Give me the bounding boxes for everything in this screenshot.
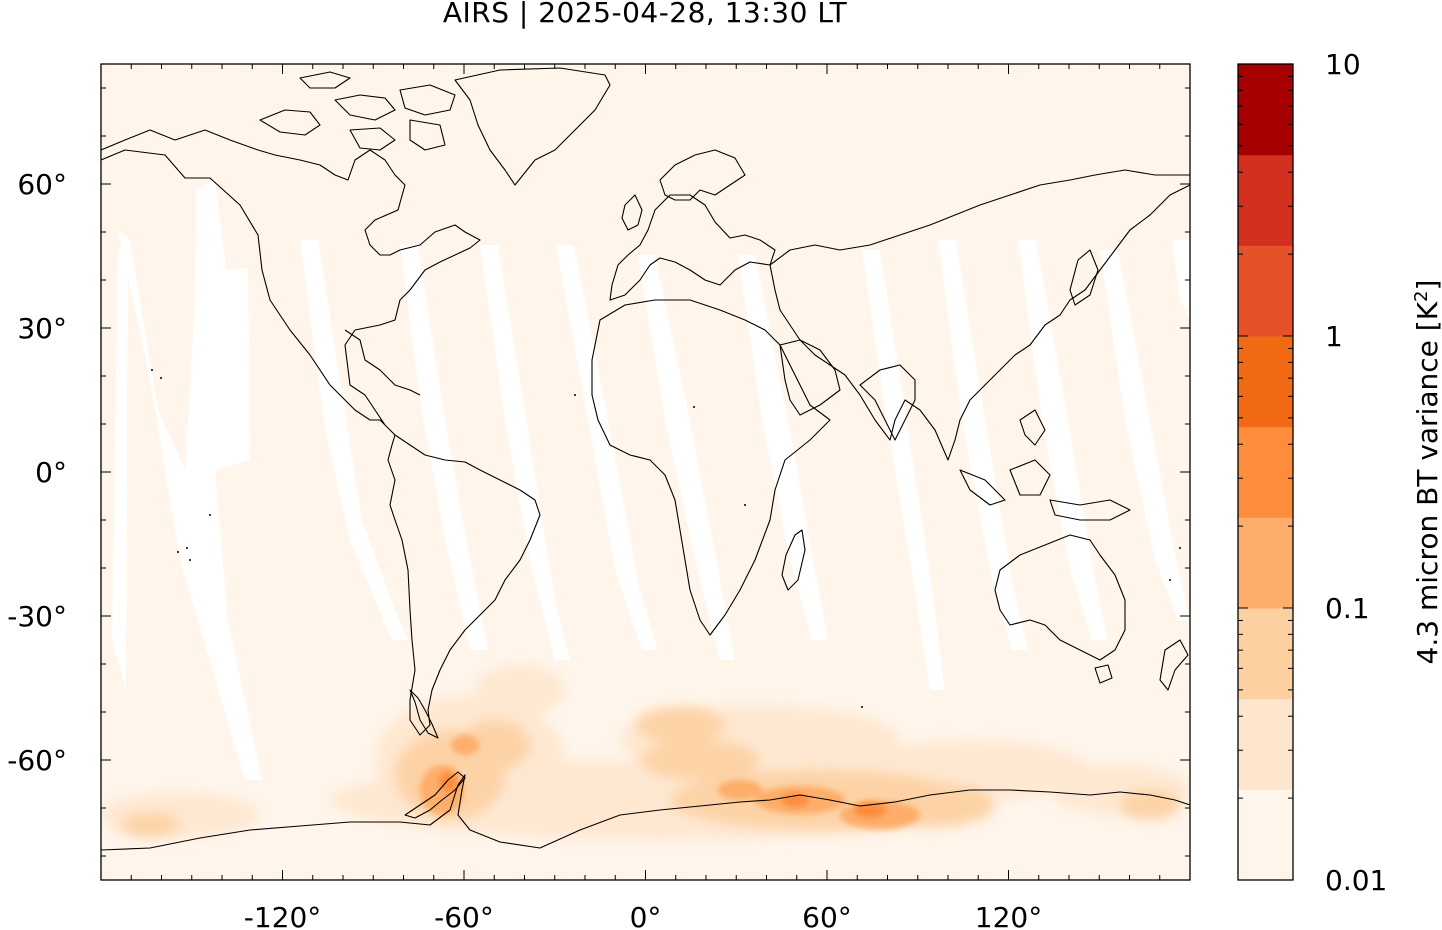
- variance-field: [101, 665, 1190, 840]
- colorbar-tick-labels: 10 1 0.1 0.01: [1325, 48, 1387, 897]
- coastline-madagascar: [781, 529, 806, 591]
- colorbar-label-sup: 2: [1411, 290, 1432, 301]
- orbit-gap: [118, 180, 262, 780]
- orbit-gap: [1172, 240, 1190, 320]
- orbit-gap: [112, 248, 128, 690]
- small-islands: [151, 369, 1181, 708]
- coastline-north-america: [101, 129, 481, 436]
- colorbar-segment: [1238, 426, 1293, 518]
- colorbar-tick-label: 0.1: [1325, 592, 1370, 625]
- colorbar-frame: [1237, 63, 1294, 881]
- colorbar-tick-label: 0.01: [1325, 864, 1387, 897]
- coastline-antarctica: [101, 774, 1190, 851]
- coastline-arabia: [779, 339, 841, 416]
- orbit-gap: [638, 255, 735, 660]
- colorbar-segment: [1238, 608, 1293, 700]
- coastline-australia: [994, 534, 1126, 661]
- coastline-south-georgia-islands: [409, 689, 439, 739]
- colorbar-segment: [1238, 698, 1293, 790]
- orbit-gap: [1100, 250, 1190, 620]
- orbit-gap: [938, 240, 1028, 650]
- coastline-new-zealand: [1159, 639, 1189, 691]
- orbit-gap: [862, 250, 945, 690]
- coastline-tasmania: [1094, 664, 1113, 684]
- coastline-scandinavia: [659, 149, 746, 201]
- colorbar-segment: [1238, 517, 1293, 609]
- orbit-gap: [400, 245, 488, 650]
- y-tick-label: 0°: [35, 456, 67, 489]
- coastline-gulf: [344, 329, 421, 396]
- map-panel: [101, 64, 1190, 880]
- colorbar-segment: [1238, 336, 1293, 428]
- x-tick-label: 120°: [975, 901, 1042, 930]
- y-tick-label: -60°: [7, 744, 67, 777]
- y-tick-label: 60°: [17, 168, 67, 201]
- coastline-africa: [591, 299, 831, 636]
- axis-ticks: [101, 64, 1190, 880]
- colorbar-label: 4.3 micron BT variance [K2]: [1411, 280, 1442, 665]
- orbit-gap: [300, 240, 408, 640]
- colorbar-segment: [1238, 245, 1293, 337]
- orbit-gaps: [112, 180, 1190, 780]
- colorbar-segment: [1238, 789, 1293, 881]
- coastline-india: [859, 364, 916, 441]
- coastline-europe: [609, 194, 776, 301]
- x-tick-label: 0°: [630, 901, 662, 930]
- y-tick-label: -30°: [7, 600, 67, 633]
- coastline-greenland: [454, 67, 611, 186]
- colorbar-segment: [1238, 154, 1293, 246]
- x-tick-label: 60°: [802, 901, 852, 930]
- coastline-asia: [769, 169, 1190, 461]
- x-tick-label: -120°: [244, 901, 322, 930]
- orbit-gap: [738, 255, 828, 640]
- coastline-japan: [1069, 249, 1099, 306]
- colorbar-label-text: 4.3 micron BT variance [K: [1411, 301, 1442, 664]
- map-title: AIRS | 2025-04-28, 13:30 LT: [442, 0, 848, 29]
- coastline-indonesia: [959, 409, 1131, 521]
- y-tick-label: 30°: [17, 312, 67, 345]
- orbit-gap: [1018, 240, 1108, 640]
- x-tick-label: -60°: [434, 901, 494, 930]
- orbit-gap: [480, 245, 570, 660]
- colorbar-tick-label: 1: [1325, 320, 1343, 353]
- colorbar: [1238, 64, 1293, 881]
- colorbar-label-end: ]: [1411, 280, 1442, 291]
- axis-labels: -120° -60° 0° 60° 120° 60° 30° 0° -30° -60°: [7, 168, 1042, 930]
- coastline-antarctic-peninsula: [404, 771, 466, 819]
- coastline-south-america: [387, 434, 541, 736]
- colorbar-ticks: [1238, 75, 1293, 881]
- orbit-gap: [556, 245, 658, 650]
- coastline-arctic-islands: [259, 71, 456, 151]
- colorbar-tick-label: 10: [1325, 48, 1361, 81]
- colorbar-segment: [1238, 64, 1293, 156]
- coastline-uk: [621, 194, 643, 231]
- coastlines: [101, 67, 1190, 851]
